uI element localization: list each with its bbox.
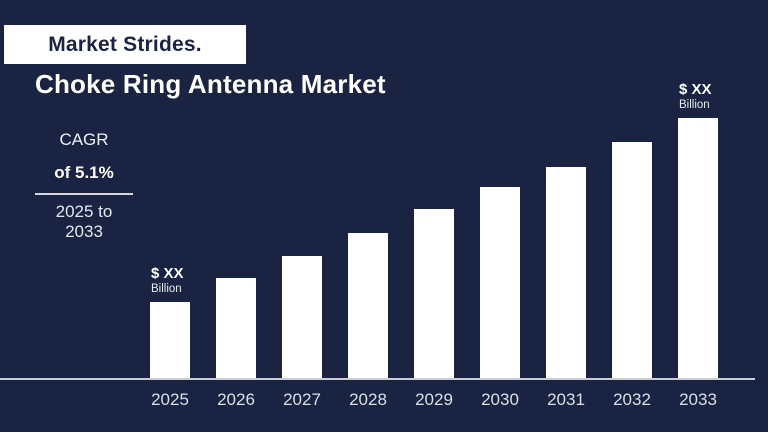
brand-logo-text: Market Strides. <box>48 32 202 56</box>
cagr-divider <box>35 193 133 195</box>
cagr-block: CAGR of 5.1% 2025 to 2033 <box>35 130 133 242</box>
bar-2029: 2029 <box>414 209 454 409</box>
year-label-2025: 2025 <box>151 390 189 409</box>
bars-container: 2025 $ XX Billion 2026 2027 2028 2029 2030 2031 2… <box>150 82 718 409</box>
year-label-2029: 2029 <box>415 390 453 409</box>
bar-2030: 2030 <box>480 187 520 409</box>
year-label-2032: 2032 <box>613 390 651 409</box>
value-annotation-amount: $ XX <box>679 81 712 99</box>
year-label-2028: 2028 <box>349 390 387 409</box>
bar-2033: 2033 $ XX Billion <box>678 82 718 409</box>
year-label-2026: 2026 <box>217 390 255 409</box>
bar-2026: 2026 <box>216 278 256 409</box>
value-annotation-amount: $ XX <box>151 265 184 283</box>
bar-2027: 2027 <box>282 256 322 409</box>
bar-2025: 2025 $ XX Billion <box>150 266 190 409</box>
bar-2032: 2032 <box>612 142 652 409</box>
x-axis-line <box>0 378 755 380</box>
cagr-period: 2025 to 2033 <box>55 202 113 241</box>
value-annotation-2033: $ XX Billion <box>679 82 712 112</box>
year-label-2031: 2031 <box>547 390 585 409</box>
year-label-2027: 2027 <box>283 390 321 409</box>
bar-2028: 2028 <box>348 233 388 409</box>
year-label-2033: 2033 <box>679 390 717 409</box>
page-title: Choke Ring Antenna Market <box>35 69 386 99</box>
year-label-2030: 2030 <box>481 390 519 409</box>
cagr-label: CAGR <box>59 130 109 149</box>
value-annotation-2025: $ XX Billion <box>151 266 184 296</box>
brand-logo: Market Strides. <box>4 25 246 64</box>
value-annotation-unit: Billion <box>679 99 710 112</box>
cagr-value: of 5.1% <box>54 163 114 182</box>
value-annotation-unit: Billion <box>151 283 182 296</box>
bar-2031: 2031 <box>546 167 586 409</box>
